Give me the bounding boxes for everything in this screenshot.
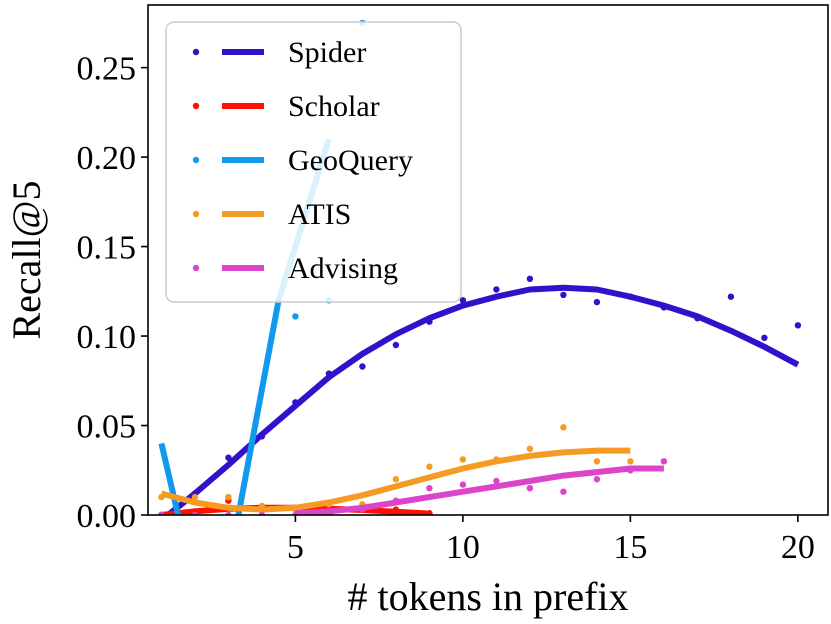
- point-spider-17: [727, 293, 735, 300]
- point-advising-9: [459, 481, 467, 488]
- legend-box: [165, 21, 462, 303]
- point-atis-8: [426, 463, 433, 470]
- point-spider-9: [459, 297, 467, 304]
- fit-line-advising: [295, 465, 664, 515]
- point-atis-10: [493, 456, 500, 463]
- point-atis-14: [627, 458, 634, 465]
- point-scholar-8: [426, 510, 433, 515]
- point-advising-15: [660, 458, 668, 465]
- legend-label-advising: Advising: [288, 252, 398, 285]
- y-tick-label-1: 0.05: [77, 409, 137, 446]
- legend: Spider Scholar GeoQuery ATIS Advising: [165, 21, 462, 303]
- legend-marker-spider: [192, 48, 200, 56]
- point-spider-14: [627, 293, 634, 300]
- legend-marker-atis: [192, 210, 200, 218]
- point-atis-13: [593, 458, 601, 465]
- y-tick-label-3: 0.15: [77, 230, 137, 267]
- x-tick-label-2: 15: [613, 529, 647, 566]
- series-spider: [158, 275, 802, 515]
- point-advising-6: [359, 506, 366, 513]
- point-atis-5: [325, 501, 333, 508]
- legend-label-scholar: Scholar: [288, 90, 380, 123]
- point-spider-11: [526, 275, 534, 282]
- legend-marker-scholar: [192, 102, 200, 110]
- point-atis-3: [258, 502, 266, 510]
- point-spider-7: [392, 341, 400, 349]
- y-tick-label-4: 0.20: [77, 140, 137, 177]
- point-advising-13: [593, 476, 601, 483]
- x-tick-label-0: 5: [287, 529, 304, 566]
- point-spider-8: [426, 318, 433, 325]
- point-advising-11: [526, 485, 534, 492]
- point-spider-5: [325, 370, 333, 377]
- point-advising-10: [493, 477, 500, 485]
- legend-label-atis: ATIS: [288, 198, 351, 231]
- point-scholar-7: [392, 506, 400, 513]
- point-atis-11: [526, 445, 534, 452]
- point-spider-18: [761, 334, 768, 341]
- point-spider-2: [225, 454, 232, 461]
- point-atis-2: [225, 493, 232, 501]
- fit-line-spider: [166, 284, 800, 515]
- point-atis-0: [158, 493, 165, 501]
- point-advising-14: [627, 467, 634, 474]
- point-spider-6: [359, 363, 366, 370]
- point-spider-10: [493, 286, 500, 293]
- y-axis-title: Recall@5: [4, 180, 49, 339]
- x-tick-label-3: 20: [781, 529, 815, 566]
- fit-line-atis: [160, 447, 631, 513]
- series-layer: [158, 19, 802, 515]
- legend-label-geoquery: GeoQuery: [288, 144, 413, 177]
- point-atis-9: [459, 456, 467, 463]
- legend-label-spider: Spider: [288, 36, 366, 69]
- point-advising-7: [392, 497, 400, 504]
- point-spider-4: [292, 399, 299, 406]
- y-tick-label-2: 0.10: [77, 319, 137, 356]
- point-spider-15: [660, 304, 668, 311]
- point-spider-13: [593, 298, 601, 306]
- point-atis-1: [191, 493, 199, 501]
- y-axis: 0.00 0.05 0.10 0.15 0.20 0.25: [77, 51, 148, 535]
- x-axis-title: # tokens in prefix: [347, 574, 628, 619]
- point-advising-12: [560, 488, 567, 495]
- point-geoquery-2: [292, 313, 299, 320]
- point-spider-19: [794, 322, 802, 329]
- x-axis: 5 10 15 20: [287, 515, 815, 566]
- plot-frame: [147, 4, 829, 516]
- point-atis-7: [392, 476, 400, 483]
- point-advising-8: [426, 485, 433, 492]
- point-atis-12: [560, 424, 567, 431]
- y-tick-label-5: 0.25: [77, 51, 137, 88]
- legend-marker-geoquery: [192, 156, 200, 164]
- point-spider-3: [258, 433, 266, 440]
- x-tick-label-1: 10: [446, 529, 480, 566]
- point-spider-12: [560, 291, 567, 299]
- y-tick-label-0: 0.00: [77, 498, 137, 535]
- legend-marker-advising: [192, 264, 200, 272]
- point-spider-16: [694, 315, 701, 322]
- series-atis: [158, 424, 634, 513]
